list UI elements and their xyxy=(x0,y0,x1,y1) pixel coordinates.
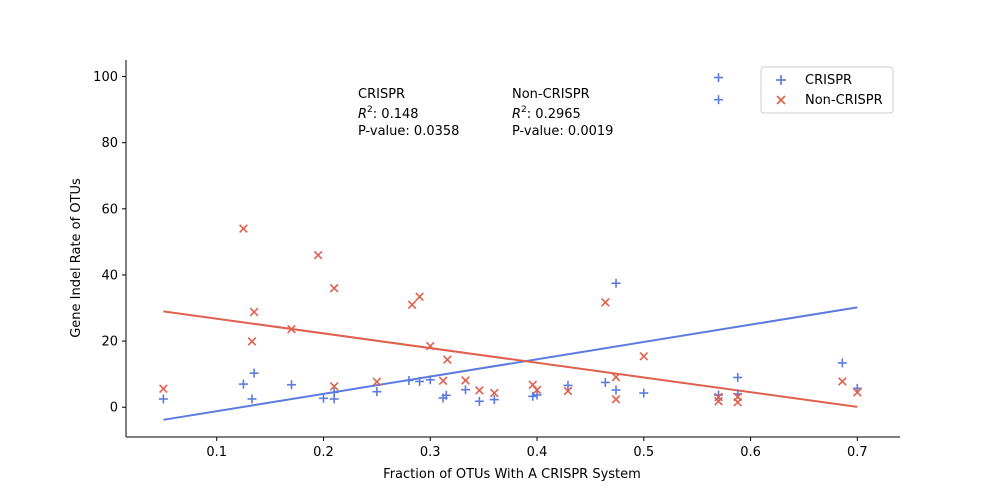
x-tick-label: 0.1 xyxy=(206,445,227,460)
noncrispr-point xyxy=(239,224,248,234)
noncrispr-point xyxy=(611,372,621,382)
crispr-point xyxy=(837,358,847,368)
noncrispr-annot-title: Non-CRISPR xyxy=(512,87,590,102)
y-axis-label: Gene Indel Rate of OTUs xyxy=(69,178,84,338)
crispr-point xyxy=(441,390,451,400)
noncrispr-stats-annotation: Non-CRISPR R2: 0.2965 P-value: 0.0019 xyxy=(512,87,613,139)
noncrispr-point xyxy=(611,394,621,404)
noncrispr-point xyxy=(313,250,323,260)
crispr-point xyxy=(532,390,542,400)
noncrispr-point xyxy=(438,376,448,386)
crispr-point xyxy=(249,368,259,378)
x-tick-label: 0.3 xyxy=(420,445,441,460)
crispr-point xyxy=(714,73,724,83)
legend-box xyxy=(760,66,894,114)
crispr-point xyxy=(714,95,724,105)
legend-marker-crispr xyxy=(776,75,786,85)
noncrispr-point xyxy=(425,341,435,351)
crispr-point xyxy=(238,379,248,389)
y-tick-label: 80 xyxy=(101,136,118,151)
noncrispr-point xyxy=(475,386,484,395)
noncrispr-point xyxy=(249,307,259,317)
crispr-point xyxy=(319,393,329,403)
noncrispr-point xyxy=(407,300,417,310)
crispr-annot-title: CRISPR xyxy=(358,87,405,102)
crispr-point xyxy=(489,395,499,405)
noncrispr-point xyxy=(442,355,452,364)
crispr-fit-line xyxy=(163,306,858,421)
x-tick-label: 0.6 xyxy=(740,445,761,460)
crispr-point xyxy=(733,372,743,382)
crispr-point xyxy=(460,385,470,395)
y-tick-label: 100 xyxy=(93,70,118,85)
x-tick-label: 0.7 xyxy=(847,445,868,460)
noncrispr-point xyxy=(329,283,339,293)
legend: CRISPR Non-CRISPR xyxy=(760,66,894,114)
noncrispr-point xyxy=(247,337,257,346)
noncrispr-annot-r2: R2: 0.2965 xyxy=(512,105,581,122)
crispr-point xyxy=(158,394,168,404)
noncrispr-point xyxy=(461,376,470,385)
noncrispr-point xyxy=(415,292,424,302)
noncrispr-point xyxy=(837,377,847,386)
noncrispr-annot-pvalue: P-value: 0.0019 xyxy=(512,124,613,139)
crispr-point xyxy=(611,278,621,288)
crispr-point xyxy=(639,388,649,398)
noncrispr-point xyxy=(287,324,296,334)
noncrispr-point xyxy=(158,384,168,394)
noncrispr-point xyxy=(600,298,610,307)
crispr-point xyxy=(474,396,484,406)
noncrispr-point xyxy=(733,397,743,407)
crispr-point xyxy=(286,380,296,390)
y-tick-label: 40 xyxy=(101,268,118,283)
noncrispr-point xyxy=(532,385,542,395)
crispr-point xyxy=(611,385,621,395)
crispr-point xyxy=(425,375,435,385)
crispr-point xyxy=(329,387,339,397)
noncrispr-point xyxy=(714,392,723,402)
legend-marker-noncrispr xyxy=(776,95,786,105)
crispr-point xyxy=(563,380,573,390)
crispr-stats-annotation: CRISPR R2: 0.148 P-value: 0.0358 xyxy=(358,87,459,139)
x-tick-label: 0.4 xyxy=(527,445,548,460)
crispr-point xyxy=(247,394,257,404)
y-tick-label: 0 xyxy=(110,401,118,416)
legend-label-noncrispr: Non-CRISPR xyxy=(805,93,883,108)
noncrispr-fit-line xyxy=(163,310,858,408)
y-tick-label: 20 xyxy=(101,335,118,350)
crispr-point xyxy=(600,377,610,387)
crispr-point xyxy=(415,376,425,386)
noncrispr-point xyxy=(563,386,573,396)
noncrispr-point xyxy=(329,382,339,391)
noncrispr-point xyxy=(489,388,499,398)
crispr-annot-r2: R2: 0.148 xyxy=(358,105,419,122)
x-tick-label: 0.5 xyxy=(633,445,654,460)
crispr-point xyxy=(528,391,538,401)
x-axis-label: Fraction of OTUs With A CRISPR System xyxy=(383,467,641,482)
x-tick-label: 0.2 xyxy=(313,445,334,460)
noncrispr-point xyxy=(852,387,862,397)
y-tick-label: 60 xyxy=(101,202,118,217)
noncrispr-point xyxy=(639,351,649,361)
crispr-point xyxy=(404,375,414,385)
noncrispr-point xyxy=(372,377,382,387)
legend-label-crispr: CRISPR xyxy=(805,73,852,88)
crispr-annot-pvalue: P-value: 0.0358 xyxy=(358,124,459,139)
crispr-point xyxy=(372,387,382,397)
